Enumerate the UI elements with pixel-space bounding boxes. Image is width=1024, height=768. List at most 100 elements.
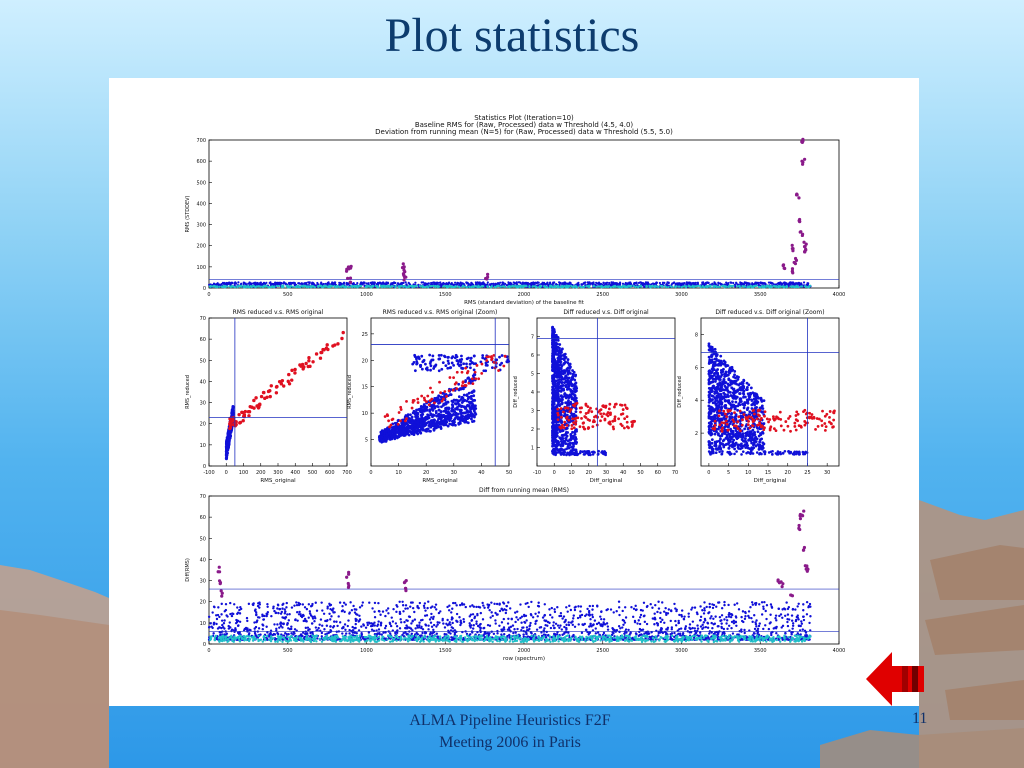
outlier-point [565, 423, 569, 427]
raw-point [406, 419, 410, 423]
raw-point [459, 410, 462, 413]
raw-point [432, 428, 436, 432]
x-tick-label: 20 [785, 470, 791, 476]
outlier-point [405, 417, 408, 420]
raw-point [431, 415, 434, 419]
raw-point [552, 369, 556, 373]
raw-point [551, 326, 555, 330]
outlier-point [439, 391, 442, 395]
outlier-point [443, 390, 447, 393]
outlier-point [480, 371, 484, 375]
raw-point [424, 362, 427, 366]
raw-point [420, 414, 424, 418]
raw-point [526, 281, 530, 285]
raw-point [226, 437, 230, 441]
processed-point [722, 284, 725, 287]
raw-point [440, 405, 443, 409]
raw-point [496, 281, 500, 285]
processed-point [418, 284, 421, 288]
outlier-point [625, 415, 629, 419]
x-tick-label: 30 [824, 470, 830, 476]
raw-point [747, 282, 750, 285]
raw-point [428, 408, 432, 412]
processed-point [622, 285, 625, 288]
flagged-point [348, 280, 352, 284]
raw-point [618, 283, 622, 286]
raw-point [418, 407, 422, 411]
raw-point [597, 449, 600, 453]
outlier-point [556, 418, 560, 422]
outlier-point [570, 427, 574, 431]
raw-point [462, 405, 466, 409]
processed-point [310, 285, 313, 288]
processed-point [325, 285, 328, 288]
outlier-point [619, 412, 623, 416]
outlier-point [623, 417, 627, 421]
raw-point [570, 392, 573, 396]
raw-point [643, 285, 646, 288]
raw-point [467, 400, 471, 404]
raw-point [413, 369, 417, 373]
raw-point [423, 404, 427, 408]
outlier-point [280, 378, 285, 383]
raw-point [461, 282, 464, 285]
processed-point [313, 285, 316, 288]
raw-point [658, 281, 661, 285]
processed-point [749, 284, 753, 288]
raw-point [397, 434, 401, 438]
x-axis-label: RMS_original [422, 478, 458, 484]
processed-point [773, 285, 776, 288]
raw-point [428, 424, 432, 428]
processed-point [349, 285, 353, 288]
y-tick-label: 20 [362, 358, 368, 364]
processed-point [465, 286, 469, 289]
outlier-point [405, 400, 408, 403]
raw-point [441, 282, 445, 285]
outlier-point [563, 420, 567, 424]
x-tick-label: 40 [620, 470, 626, 476]
processed-point [297, 284, 300, 287]
raw-point [403, 422, 406, 426]
raw-point [450, 423, 454, 426]
raw-point [453, 402, 457, 405]
y-tick-label: 15 [362, 385, 368, 391]
outlier-point [230, 419, 234, 423]
x-tick-label: 10 [745, 470, 751, 476]
raw-point [384, 282, 387, 285]
raw-point [308, 282, 311, 285]
outlier-point [625, 420, 629, 424]
raw-point [560, 429, 564, 433]
raw-point [473, 415, 476, 419]
raw-point [587, 451, 591, 454]
raw-point [450, 399, 454, 403]
raw-point [434, 282, 438, 285]
raw-point [561, 282, 564, 285]
processed-point [436, 285, 439, 288]
outlier-point [602, 412, 606, 416]
raw-point [553, 415, 557, 418]
processed-point [254, 286, 257, 289]
raw-point [461, 411, 465, 415]
raw-point [469, 366, 472, 370]
raw-point [450, 409, 453, 413]
raw-point [416, 412, 420, 416]
raw-point [569, 433, 573, 436]
raw-point [440, 367, 444, 371]
raw-point [771, 282, 774, 285]
raw-point [551, 366, 555, 370]
y-tick-label: 4 [695, 398, 698, 404]
outlier-point [590, 410, 594, 414]
raw-point [498, 363, 502, 367]
outlier-point [247, 409, 252, 414]
raw-point [460, 414, 463, 418]
raw-point [595, 281, 598, 284]
chart-top: 0 500 1000 1500 2000 2500 3000 3500 400001002003… [185, 114, 845, 306]
raw-point [551, 332, 554, 336]
flagged-point [790, 243, 794, 247]
raw-point [694, 282, 697, 286]
outlier-point [559, 407, 563, 410]
raw-point [592, 281, 595, 284]
raw-point [683, 281, 686, 285]
flagged-point [801, 139, 805, 143]
